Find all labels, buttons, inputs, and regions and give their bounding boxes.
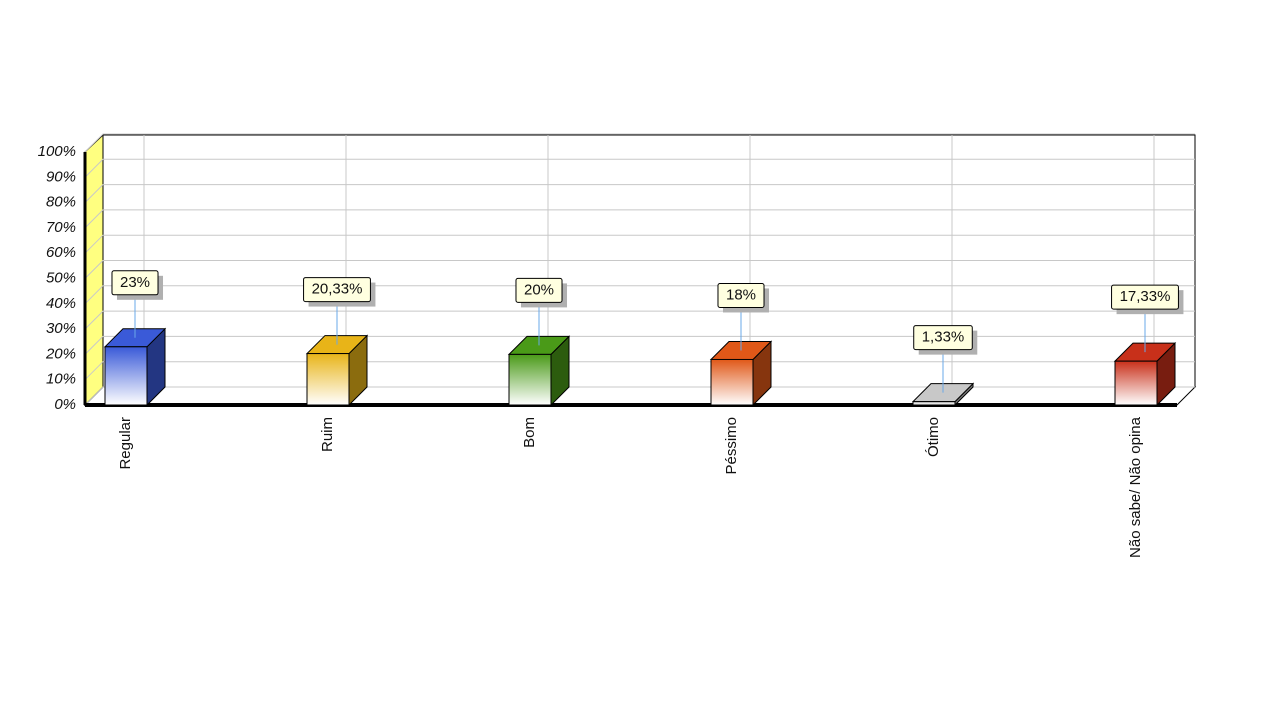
label-box (717, 282, 765, 308)
y-tick-label: 0% (54, 396, 76, 413)
label-box (515, 277, 563, 303)
x-tick-label: Ruim (319, 417, 336, 452)
x-tick-label: Regular (117, 417, 134, 470)
y-tick-label: 30% (46, 320, 76, 337)
grid-line (84, 386, 1195, 406)
grid-line (84, 310, 1195, 330)
y-tick-label: 40% (46, 295, 76, 312)
label-box (111, 270, 159, 296)
y-tick-label: 100% (38, 143, 76, 160)
value-label: 18% (726, 286, 756, 303)
grid-line (84, 361, 1195, 381)
grid-line (84, 260, 1195, 279)
bar (710, 358, 754, 406)
grid-line (84, 285, 1195, 305)
value-label: 1,33% (922, 329, 965, 346)
x-tick-label: Péssimo (723, 417, 740, 475)
bar (508, 353, 552, 406)
y-tick-label: 80% (46, 194, 76, 211)
grid-line (84, 335, 1195, 355)
y-tick-label: 10% (46, 371, 76, 388)
grid-line (84, 209, 1195, 229)
label-box (303, 277, 371, 303)
grid-line (84, 184, 1195, 203)
label-box (913, 325, 973, 351)
y-tick-label: 90% (46, 168, 76, 185)
value-label: 17,33% (1120, 288, 1171, 305)
grid-line (84, 234, 1195, 254)
y-tick-label: 70% (46, 219, 76, 236)
label-box (1111, 284, 1179, 310)
y-tick-label: 20% (45, 345, 76, 362)
x-tick-label: Não sabe/ Não opina (1127, 416, 1144, 558)
bar (1114, 360, 1158, 406)
x-tick-label: Ótimo (925, 417, 942, 457)
bar (912, 401, 956, 406)
bar (306, 353, 350, 406)
value-label: 20% (524, 281, 554, 298)
bar (104, 346, 148, 406)
grid-line (84, 158, 1195, 178)
grid-line (84, 133, 1195, 153)
y-tick-label: 60% (46, 244, 76, 261)
value-label: 20,33% (312, 281, 363, 298)
floor (83, 386, 1197, 406)
y-tick-label: 50% (46, 269, 76, 286)
value-label: 23% (120, 274, 150, 291)
x-tick-label: Bom (521, 417, 538, 448)
